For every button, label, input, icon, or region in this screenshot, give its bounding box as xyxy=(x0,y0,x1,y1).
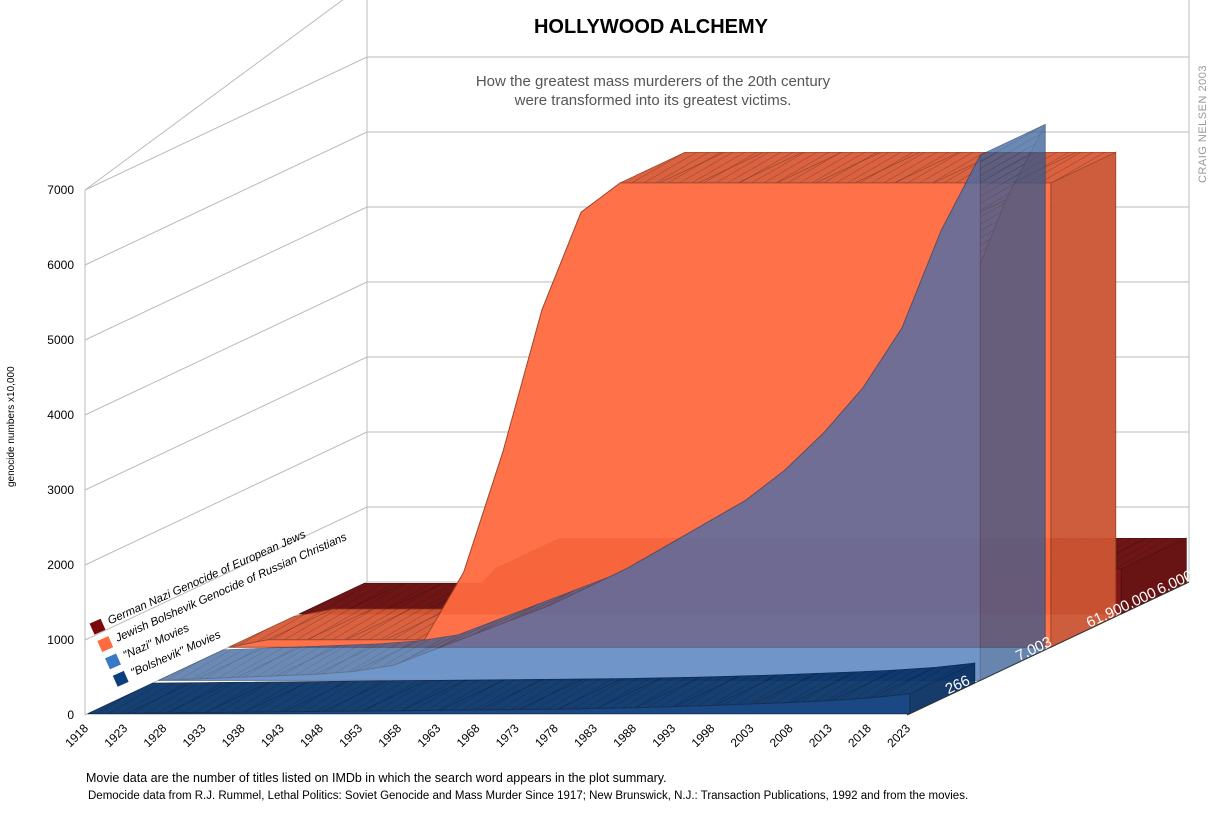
x-tick-label: 2013 xyxy=(806,721,835,750)
x-tick-label: 1963 xyxy=(415,721,444,750)
series-top-hatch xyxy=(471,589,576,636)
x-tick-label: 1928 xyxy=(141,721,170,750)
series-top-hatch xyxy=(432,604,537,651)
x-tick-label: 1998 xyxy=(689,721,718,750)
series-top-hatch xyxy=(776,152,881,183)
series-top-hatch xyxy=(870,663,975,698)
series-top-hatch xyxy=(792,670,897,703)
series-top-hatch xyxy=(197,646,302,679)
series-top-hatch xyxy=(268,609,372,640)
series-top-hatch xyxy=(855,152,960,183)
series-top-hatch xyxy=(299,583,404,614)
series-top-hatch xyxy=(714,673,819,706)
x-tick-label: 1988 xyxy=(610,721,639,750)
x-tick-label: 1978 xyxy=(532,721,561,750)
series-top-hatch xyxy=(354,634,458,672)
chart-title: HOLLYWOOD ALCHEMY xyxy=(533,16,769,38)
x-tick-label: 1958 xyxy=(375,721,404,750)
series-top-hatch xyxy=(440,679,545,711)
series-top-hatch xyxy=(816,152,920,183)
series-top-hatch xyxy=(831,667,936,701)
y-tick-label: 0 xyxy=(67,708,74,722)
x-tick-label: 1948 xyxy=(297,721,326,750)
y-tick-label: 2000 xyxy=(47,558,74,572)
y-tick-label: 1000 xyxy=(47,633,74,647)
x-tick-label: 2018 xyxy=(845,721,874,750)
footnote-movie-data: Movie data are the number of titles list… xyxy=(86,771,667,785)
series-top-hatch xyxy=(635,676,740,708)
x-tick-label: 1938 xyxy=(219,721,248,750)
series-area xyxy=(87,693,911,715)
series-top-hatch xyxy=(401,679,505,711)
subtitle-line-2: were transformed into its greatest victi… xyxy=(514,92,792,109)
y-tick-label: 7000 xyxy=(47,183,74,197)
y-axis-label: genocide numbers x10,000 xyxy=(6,366,17,487)
subtitle-line-1: How the greatest mass murderers of the 2… xyxy=(475,73,831,90)
series-top-hatch xyxy=(393,619,498,666)
series-top-hatch xyxy=(675,674,779,707)
y-tick-label: 3000 xyxy=(47,483,74,497)
x-tick-label: 1973 xyxy=(493,721,522,750)
series-top-hatch xyxy=(283,680,388,712)
y-tick-label: 6000 xyxy=(47,258,74,272)
series-end-face xyxy=(1050,151,1117,648)
series-top-hatch xyxy=(127,682,231,714)
series-top-hatch xyxy=(275,643,380,676)
footnote-democide-source: Democide data from R.J. Rummel, Lethal P… xyxy=(88,790,969,802)
x-tick-label: 1943 xyxy=(258,721,287,750)
x-tick-label: 1983 xyxy=(571,721,600,750)
series-top-hatch xyxy=(87,682,192,714)
y-tick-label: 4000 xyxy=(47,408,74,422)
credit-text: CRAIG NELSEN 2003 xyxy=(1197,65,1209,183)
series-top-hatch xyxy=(158,648,263,681)
series-top-hatch xyxy=(166,682,271,713)
series-top-hatch xyxy=(557,677,662,710)
left-wall-top-edge xyxy=(84,0,344,191)
x-tick-label: 1968 xyxy=(454,721,483,750)
x-tick-label: 2023 xyxy=(884,721,913,750)
x-tick-label: 1918 xyxy=(62,721,91,750)
series-top-hatch xyxy=(236,645,341,678)
series-area xyxy=(158,154,981,681)
series-top-hatch xyxy=(753,671,858,704)
chart-subtitle: How the greatest mass murderers of the 2… xyxy=(400,72,906,110)
series-top-hatch xyxy=(338,583,443,614)
series-top-hatch xyxy=(698,152,803,183)
series-0 xyxy=(87,662,976,715)
x-tick-label: 1953 xyxy=(336,721,365,750)
series-top-hatch xyxy=(314,640,419,675)
x-tick-label: 1923 xyxy=(101,721,130,750)
series-top-hatch xyxy=(322,680,427,712)
series-top-hatch xyxy=(620,152,725,183)
series-top-hatch xyxy=(596,677,701,709)
series-top-hatch xyxy=(361,680,466,711)
x-tick-label: 1933 xyxy=(180,721,209,750)
series-top-hatch xyxy=(894,152,999,183)
series-top-hatch xyxy=(518,678,623,710)
x-tick-label: 1993 xyxy=(649,721,678,750)
x-tick-label: 2008 xyxy=(767,721,796,750)
floor-right-edge xyxy=(906,581,1190,716)
series-top-hatch xyxy=(510,574,615,621)
series-top-hatch xyxy=(244,681,349,713)
series-top-hatch xyxy=(228,609,333,648)
x-tick-label: 2003 xyxy=(728,721,757,750)
series-top-hatch xyxy=(205,681,310,713)
y-tick-label: 5000 xyxy=(47,333,74,347)
series-1 xyxy=(158,123,1046,682)
series-top-hatch xyxy=(737,152,842,183)
series-top-hatch xyxy=(659,152,764,183)
series-top-hatch xyxy=(346,609,451,640)
series-top-hatch xyxy=(479,679,584,710)
series-top-hatch xyxy=(307,609,412,640)
